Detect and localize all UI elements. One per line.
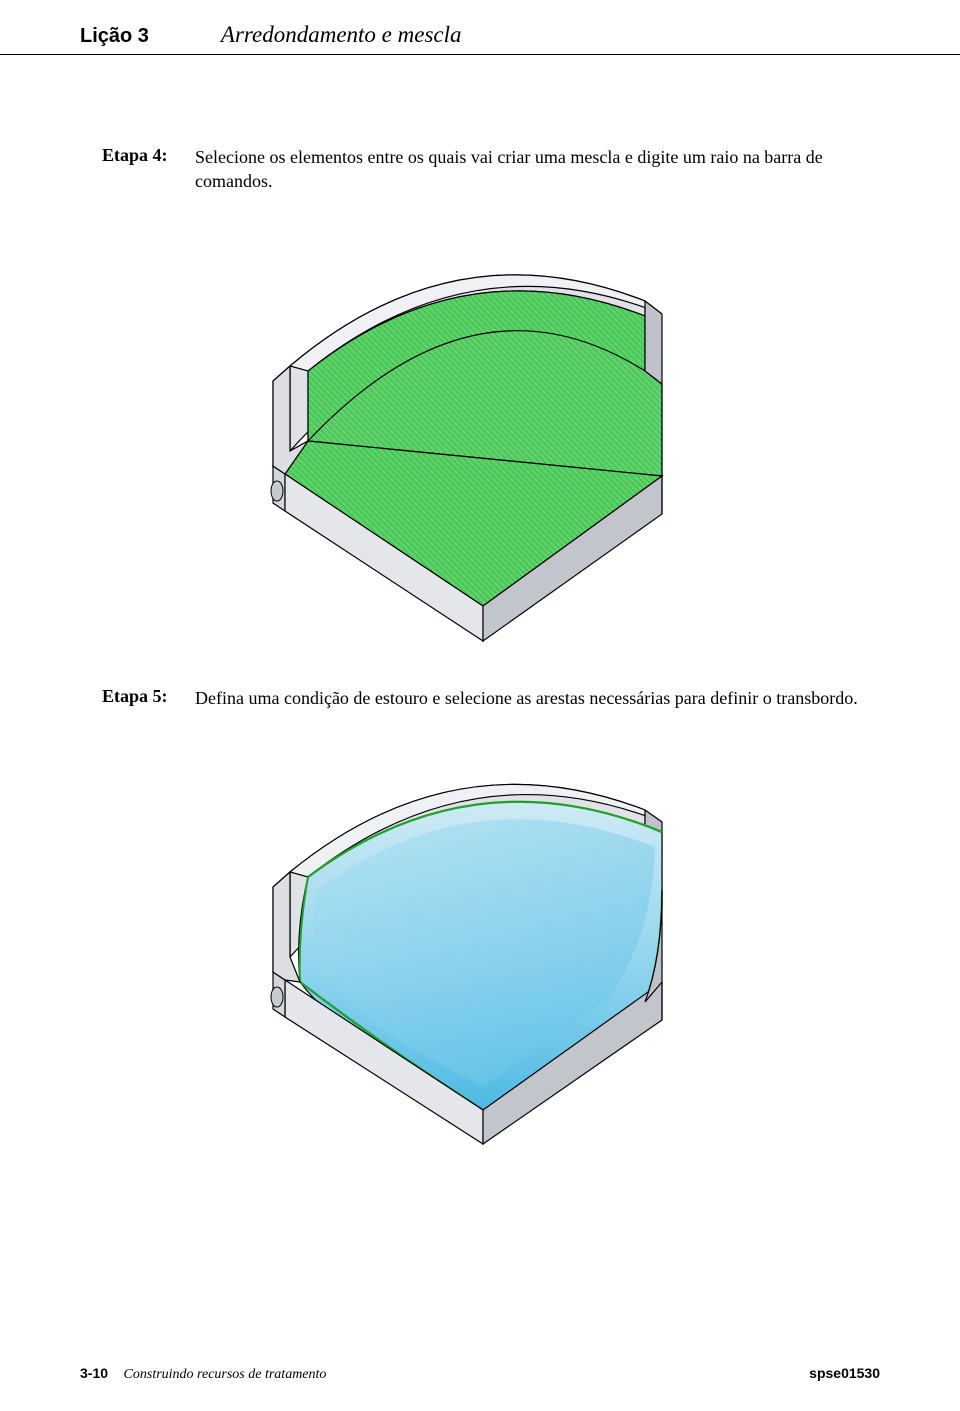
step-4: Etapa 4: Selecione os elementos entre os… [80, 145, 880, 194]
lesson-title: Arredondamento e mescla [221, 22, 462, 48]
footer-left: 3-10 Construindo recursos de tratamento [80, 1365, 326, 1383]
step-4-text: Selecione os elementos entre os quais va… [195, 145, 880, 194]
page-number: 3-10 [80, 1365, 108, 1381]
page-header: Lição 3 Arredondamento e mescla [0, 0, 960, 55]
cad-figure-green-selection [215, 216, 745, 646]
step-5-label: Etapa 5: [80, 686, 195, 710]
doc-code: spse01530 [809, 1365, 880, 1383]
page-footer: 3-10 Construindo recursos de tratamento … [0, 1365, 960, 1383]
step-5: Etapa 5: Defina uma condição de estouro … [80, 686, 880, 710]
page-content: Etapa 4: Selecione os elementos entre os… [0, 55, 960, 1152]
book-title: Construindo recursos de tratamento [124, 1367, 327, 1382]
cad-figure-blue-blend [215, 732, 745, 1152]
lesson-number: Lição 3 [80, 25, 149, 48]
step-4-label: Etapa 4: [80, 145, 195, 194]
figure-2 [80, 732, 880, 1152]
figure-1 [80, 216, 880, 646]
step-5-text: Defina uma condição de estouro e selecio… [195, 686, 880, 710]
